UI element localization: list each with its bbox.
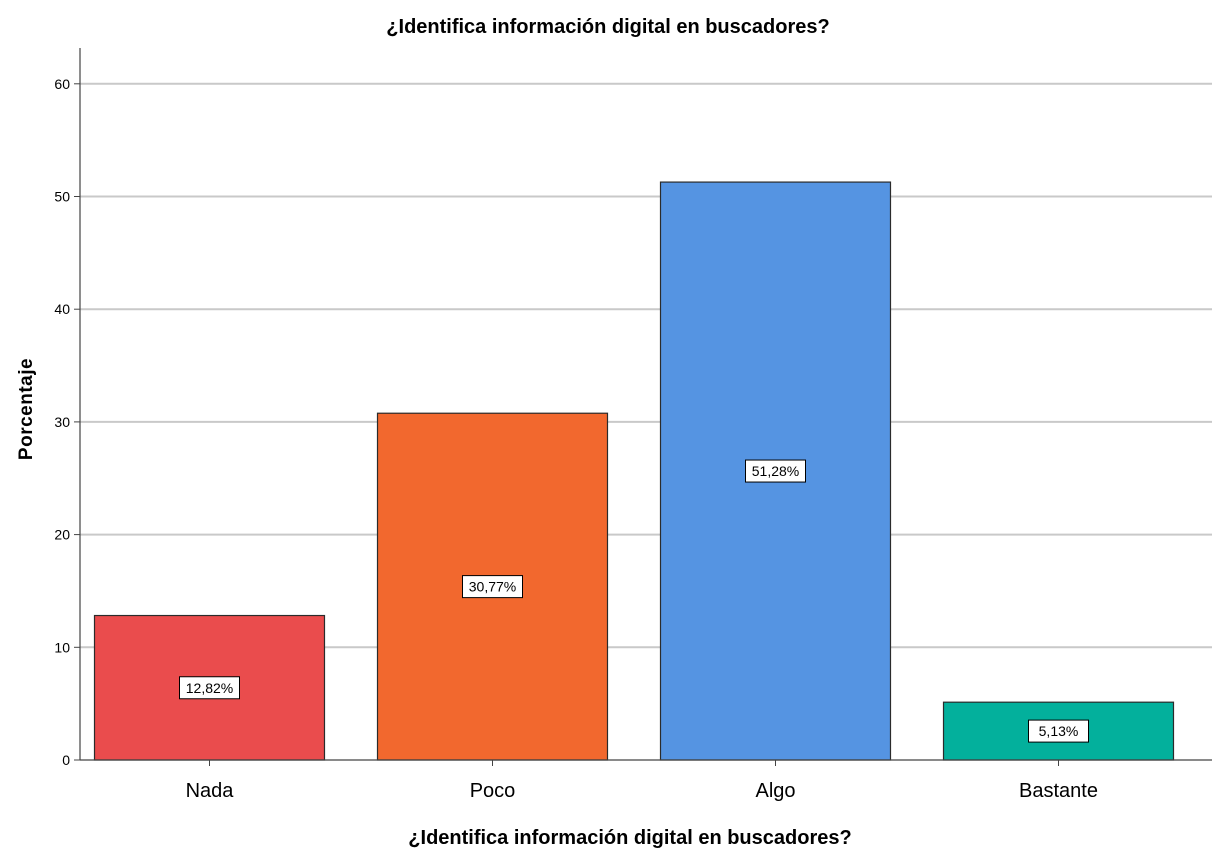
bars [93, 181, 1175, 761]
y-tick-label: 10 [54, 639, 70, 655]
x-tick-label: Bastante [1019, 780, 1098, 802]
y-tick-label: 20 [54, 527, 70, 543]
data-label: 30,77% [469, 579, 516, 595]
x-axis-label: ¿Identifica información digital en busca… [408, 827, 851, 849]
data-label-box [179, 676, 240, 700]
data-label-box [1028, 719, 1089, 743]
chart-title: ¿Identifica información digital en busca… [386, 16, 829, 38]
axes [74, 48, 1212, 766]
y-tick-label: 40 [54, 301, 70, 317]
y-tick-label: 50 [54, 189, 70, 205]
x-tick-label: Algo [755, 780, 795, 802]
data-label: 51,28% [752, 463, 799, 479]
data-label: 5,13% [1039, 723, 1079, 739]
y-tick-label: 60 [54, 76, 70, 92]
data-label-box [745, 459, 806, 483]
x-tick-labels: Nada Poco Algo Bastante [186, 780, 1098, 802]
gridlines [80, 82, 1212, 649]
data-labels: 12,82% 30,77% 51,28% 5,13% [179, 459, 1089, 743]
y-tick-label: 30 [54, 414, 70, 430]
data-label: 12,82% [186, 680, 233, 696]
y-axis-label: Porcentaje [16, 358, 37, 460]
data-label-box [462, 575, 523, 599]
y-tick-label: 0 [62, 752, 70, 768]
x-tick-label: Nada [186, 780, 235, 802]
y-tick-labels: 0 10 20 30 40 50 60 [54, 76, 70, 768]
x-tick-label: Poco [470, 780, 516, 802]
